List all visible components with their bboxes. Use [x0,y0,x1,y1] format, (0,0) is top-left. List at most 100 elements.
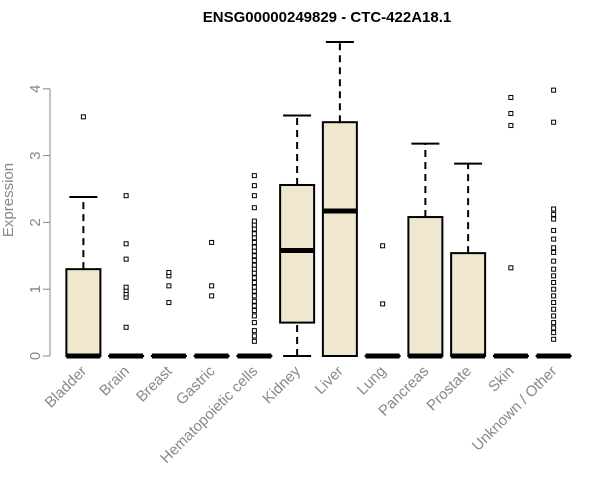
y-tick-label: 2 [27,218,44,226]
x-tick-label-prostate: Prostate [423,363,475,415]
x-tick-label-kidney: Kidney [259,362,304,407]
outlier-point [551,325,557,331]
outlier-point [251,275,257,281]
box-gastric [193,239,230,359]
box-rect [321,121,358,357]
outlier-point [251,235,257,241]
outlier-point [251,328,257,334]
outlier-point [209,283,215,289]
outlier-point [251,218,257,224]
y-axis: 0 1 2 3 4 [27,85,51,360]
outlier-point [508,123,514,129]
outlier-point [251,173,257,179]
outlier-point [123,324,129,330]
box-pancreas [407,142,444,359]
x-tick-label-liver: Liver [312,363,347,398]
outlier-point [551,320,557,326]
outlier-point [123,284,129,290]
outlier-point [80,114,86,120]
outlier-point [551,249,557,255]
outlier-point [551,306,557,312]
box-rect [407,216,444,357]
x-tick-label-bladder: Bladder [42,363,91,412]
box-rect [279,183,316,324]
outlier-point [251,262,257,268]
outlier-point [251,226,257,232]
box-breast [150,270,187,359]
outlier-point [551,293,557,299]
outlier-point [251,244,257,250]
box-rect [450,252,487,358]
box-liver [321,41,358,357]
outlier-point [551,266,557,272]
box-rect [65,268,102,357]
box-hematopoietic-cells [236,173,273,359]
outlier-point [166,270,172,275]
outlier-point [251,257,257,263]
outlier-point [251,308,257,314]
outlier-point [551,280,557,286]
outlier-point [251,205,257,211]
outlier-point [551,286,557,292]
outlier-point [166,300,172,306]
outlier-point [251,222,257,228]
outlier-point [123,256,129,262]
boxes [65,41,572,359]
outlier-point [251,333,257,339]
x-tick-label-brain: Brain [96,363,133,400]
outlier-point [508,111,514,117]
outlier-point [251,293,257,299]
y-tick-label: 3 [27,151,44,159]
outlier-point [251,338,257,344]
outlier-point [551,330,557,336]
outlier-point [251,193,257,199]
outlier-point [209,239,215,245]
outlier-point [251,303,257,309]
outlier-point [251,284,257,290]
outlier-point [123,241,129,247]
outlier-point [251,270,257,276]
box-kidney [279,114,316,357]
outlier-point [508,265,514,271]
outlier-point [251,183,257,189]
outlier-point [209,293,215,299]
chart-title: ENSG00000249829 - CTC-422A18.1 [203,9,451,26]
box-lung [364,243,401,359]
box-prostate [450,162,487,359]
outlier-point [551,313,557,319]
outlier-point [251,266,257,272]
outlier-point [551,206,557,212]
outlier-point [251,313,257,319]
y-axis-label: Expression [0,163,17,237]
outlier-point [551,119,557,125]
outlier-point [251,288,257,294]
y-tick-label: 1 [27,285,44,293]
y-tick-label: 4 [27,85,44,93]
y-tick-label: 0 [27,352,44,360]
outlier-point [251,280,257,286]
outlier-point [551,211,557,217]
outlier-point [251,253,257,259]
outlier-point [551,245,557,251]
outlier-point [551,300,557,306]
box-skin [492,94,529,359]
outlier-point [551,87,557,93]
outlier-point [251,320,257,326]
outlier-point [251,239,257,245]
outlier-point [551,336,557,342]
outlier-point [551,236,557,242]
box-unknown-other [535,87,572,359]
outlier-point [551,258,557,264]
outlier-point [551,216,557,222]
outlier-point [380,243,386,249]
outlier-point [251,231,257,237]
outlier-point [551,227,557,233]
outlier-point [251,248,257,254]
outlier-point [123,193,129,199]
outlier-point [508,94,514,100]
x-tick-label-breast: Breast [133,362,176,405]
box-bladder [65,114,102,359]
outlier-point [251,298,257,304]
